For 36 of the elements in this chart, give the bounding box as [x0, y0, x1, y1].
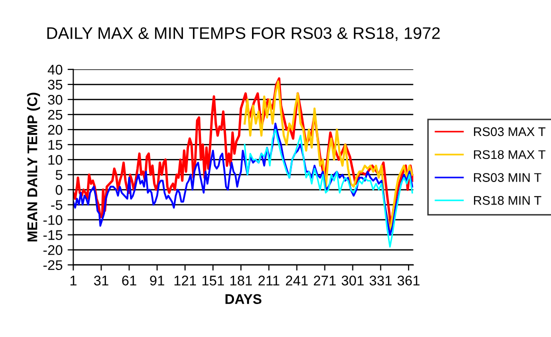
y-tick-label: 25: [48, 110, 62, 120]
y-tick-label: 15: [48, 140, 62, 150]
line-series: [244, 80, 414, 233]
y-tick-label: -25: [43, 260, 62, 270]
x-tick-label: 31: [94, 276, 108, 286]
line-series: [244, 128, 414, 248]
x-tick-label: 151: [202, 276, 224, 286]
x-tick-label: 331: [370, 276, 392, 286]
x-tick-label: 301: [342, 276, 364, 286]
y-tick-label: -5: [51, 200, 62, 210]
legend-label: RS18 MAX T: [474, 150, 546, 160]
x-tick-label: 211: [258, 276, 280, 286]
x-tick-label: 241: [286, 276, 308, 286]
legend-label: RS03 MAX T: [474, 127, 546, 136]
y-tick-label: 30: [48, 94, 62, 105]
y-tick-label: 40: [48, 64, 62, 75]
legend-label: RS03 MIN T: [474, 173, 542, 182]
x-tick-label: 271: [314, 276, 336, 286]
y-tick-label: 20: [48, 124, 62, 135]
x-tick-label: 1: [70, 276, 76, 286]
legend-label: RS18 MIN T: [474, 196, 542, 205]
x-tick-label: 361: [398, 276, 420, 286]
x-tick-label: 61: [122, 276, 136, 286]
x-tick-label: 91: [150, 276, 164, 286]
y-tick-label: 5: [56, 170, 62, 180]
y-tick-label: -20: [43, 245, 62, 256]
x-tick-label: 121: [174, 276, 196, 286]
y-tick-label: 0: [56, 185, 62, 195]
y-tick-label: 35: [48, 80, 62, 90]
y-axis-title: MEAN DAILY TEMP (C): [27, 92, 40, 242]
y-tick-label: -10: [43, 215, 62, 225]
x-tick-label: 181: [230, 276, 252, 286]
x-axis-title: DAYS: [226, 294, 262, 304]
y-tick-label: -15: [43, 230, 62, 240]
y-tick-label: 10: [48, 154, 62, 165]
chart-title: DAILY MAX & MIN TEMPS FOR RS03 & RS18, 1972: [47, 27, 440, 41]
